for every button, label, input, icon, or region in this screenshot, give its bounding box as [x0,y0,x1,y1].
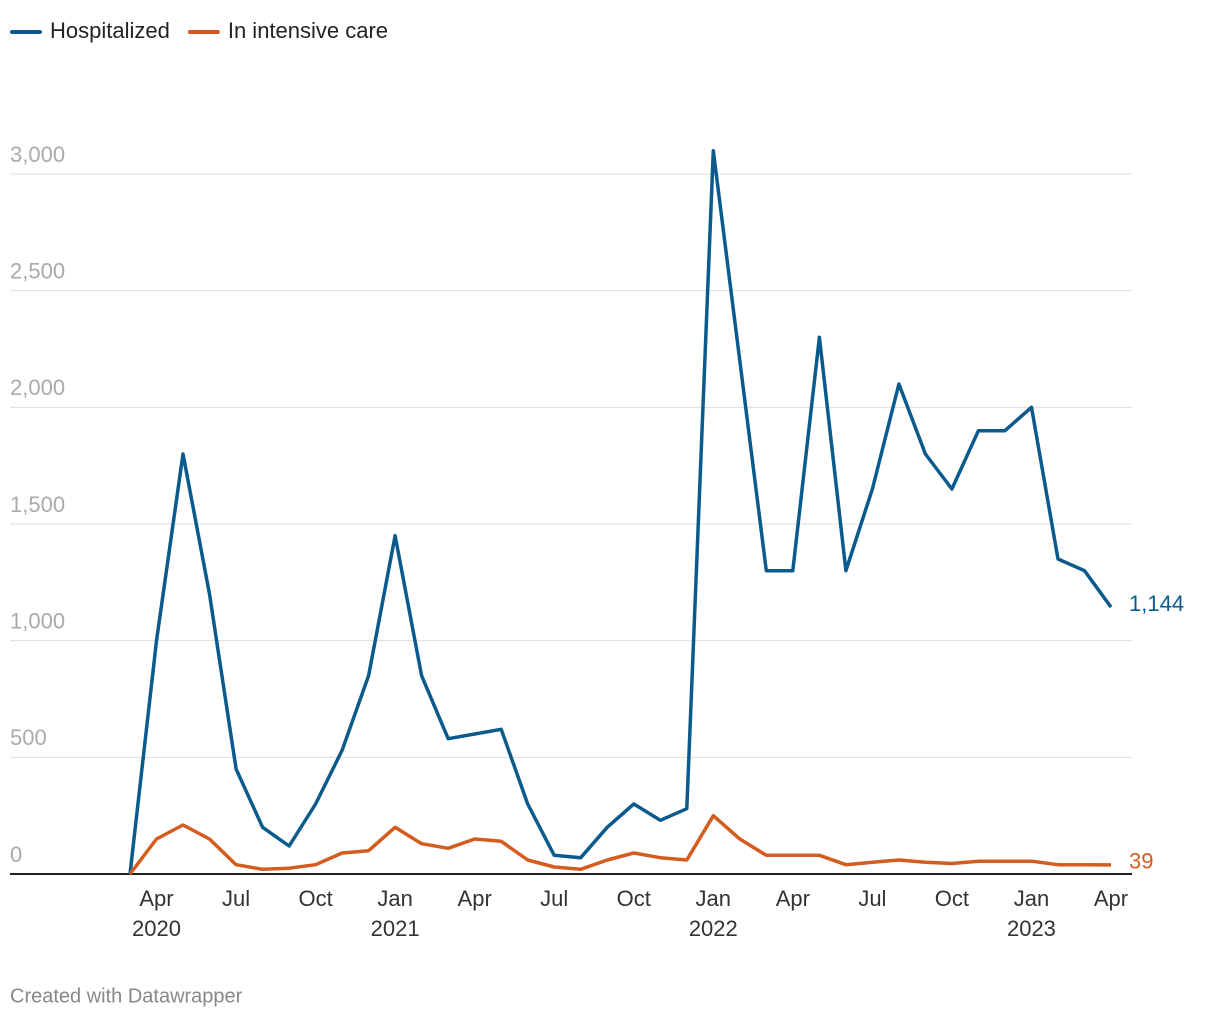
x-tick-label: Apr [1094,886,1128,911]
x-tick-label: Apr [139,886,173,911]
x-tick-year: 2021 [371,916,420,941]
end-label: 39 [1129,849,1153,874]
x-tick-label: Oct [298,886,332,911]
x-tick-label: Jul [858,886,886,911]
legend-label: Hospitalized [50,18,170,43]
end-label: 1,144 [1129,591,1184,616]
x-tick-label: Jul [222,886,250,911]
y-tick-label: 1,000 [10,608,65,633]
x-tick-label: Jan [696,886,731,911]
x-tick-year: 2022 [689,916,738,941]
y-tick-label: 500 [10,725,47,750]
x-tick-label: Oct [617,886,651,911]
footer: Created with Datawrapper [10,985,243,1007]
x-tick-year: 2023 [1007,916,1056,941]
y-tick-label: 3,000 [10,142,65,167]
x-tick-year: 2020 [132,916,181,941]
x-tick-label: Jul [540,886,568,911]
x-tick-label: Jan [377,886,412,911]
series-line [128,148,1113,875]
legend-label: In intensive care [228,18,388,43]
y-tick-label: 0 [10,842,22,867]
x-tick-label: Apr [458,886,492,911]
y-tick-label: 1,500 [10,492,65,517]
y-tick-label: 2,000 [10,375,65,400]
x-tick-label: Jan [1014,886,1049,911]
y-tick-label: 2,500 [10,258,65,283]
x-tick-label: Apr [776,886,810,911]
series-line [128,813,1112,876]
x-tick-label: Oct [935,886,969,911]
